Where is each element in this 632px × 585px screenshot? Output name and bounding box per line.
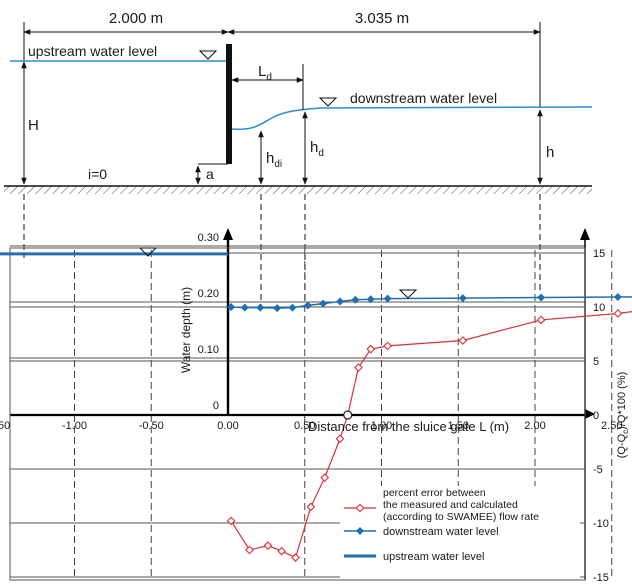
downstream-water-symbol: [318, 97, 338, 107]
dim-upstream-label: 2.000 m: [109, 10, 163, 27]
chart-downstream-water-symbol: [398, 289, 418, 299]
x-tick-label: -1.00: [62, 420, 87, 432]
percent-error-data-point: [366, 344, 376, 354]
downstream-data-point: [240, 303, 249, 312]
downstream-water-surface: [231, 106, 593, 131]
percent-error-data-point: [320, 473, 330, 483]
y-right-tick-label: 10: [593, 302, 605, 314]
x-tick-label: 0.50: [294, 420, 315, 432]
ground-hatch: [4, 186, 592, 194]
downstream-data-point: [537, 293, 546, 302]
percent-error-data-point: [291, 553, 300, 562]
x-tick-label: 2.50: [601, 420, 622, 432]
plot-frame: [9, 247, 586, 581]
downstream-level-label: downstream water level: [350, 90, 497, 106]
dim-downstream-label: 3.035 m: [355, 10, 409, 27]
upstream-water-symbol: [198, 50, 218, 60]
hdi-label: hdi: [266, 150, 282, 170]
x-axis-arrow: [585, 409, 595, 419]
sluice-gate: [226, 44, 232, 164]
percent-error-data-point: [383, 341, 393, 351]
y-left-tick-label: 0.30: [198, 232, 219, 244]
downstream-data-point: [336, 297, 345, 306]
downstream-data-point: [383, 294, 392, 303]
chart-series: [0, 247, 632, 562]
percent-error-data-point: [226, 516, 236, 526]
legend-downstream-marker: [356, 527, 364, 535]
y-right-tick-label: -10: [593, 518, 609, 530]
legend-background: [340, 486, 580, 578]
h-label: h: [546, 144, 554, 161]
x-tick-label: -0.50: [139, 420, 164, 432]
y-axis-right-label: (Q-Qc)/Q*100 (%): [616, 372, 630, 459]
y-right-tick-label: -15: [593, 572, 609, 584]
percent-error-data-point: [613, 309, 623, 318]
legend-upstream-label: upstream water level: [383, 551, 485, 563]
legend-error-label: percent error between: [383, 487, 486, 499]
y-left-tick-label: 0.10: [198, 344, 219, 356]
percent-error-data-point: [277, 546, 287, 556]
y-axis-left-arrow: [223, 228, 233, 240]
downstream-data-point: [273, 304, 282, 313]
legend-error-label: the measured and calculated: [383, 499, 518, 511]
x-axis-label: Distance from the sluice gate L (m): [308, 419, 509, 434]
percent-error-line: [230, 311, 632, 559]
downstream-data-point: [227, 303, 236, 312]
legend-downstream-label: downstream water level: [383, 526, 499, 538]
y-left-tick-label: 0.20: [198, 288, 219, 300]
legend-error-marker: [355, 503, 365, 513]
y-right-tick-label: -5: [593, 464, 603, 476]
downstream-data-point: [613, 292, 622, 301]
percent-error-data-point: [354, 363, 363, 372]
H-label: H: [28, 117, 39, 134]
schematic: 2.000 m 3.035 m upstream water level dow…: [4, 10, 593, 308]
chart-ticks: -2.00-1.50-1.00-0.500.000.501.001.502.00…: [0, 232, 622, 584]
x-tick-label: 2.00: [524, 420, 545, 432]
y-right-tick-label: 15: [593, 248, 605, 260]
x-tick-label: 1.00: [371, 420, 392, 432]
x-tick-label: 1.50: [448, 420, 469, 432]
downstream-data-point: [256, 303, 265, 312]
downstream-data-point: [458, 294, 467, 303]
chart: -2.00-1.50-1.00-0.500.000.501.001.502.00…: [0, 228, 632, 584]
percent-error-data-point: [306, 502, 316, 512]
downstream-data-point: [351, 295, 360, 304]
percent-error-data-point: [335, 434, 345, 444]
x-tick-label: 0.00: [217, 420, 238, 432]
y-right-tick-label: 0: [593, 410, 599, 422]
y-axis-right-arrow: [580, 228, 590, 240]
upstream-level-label: upstream water level: [28, 43, 157, 59]
y-left-tick-label: 0: [213, 400, 219, 412]
hd-label: hd: [310, 139, 324, 159]
percent-error-data-point: [458, 336, 468, 345]
percent-error-data-point: [536, 315, 546, 325]
downstream-data-point: [303, 301, 312, 310]
chart-axes: [9, 228, 595, 581]
percent-error-data-point: [263, 541, 273, 551]
downstream-data-point: [288, 303, 297, 312]
percent-error-zero-point: [343, 410, 353, 420]
percent-error-data-point: [245, 545, 254, 555]
y-right-tick-label: 5: [593, 356, 599, 368]
x-tick-label: -1.50: [0, 420, 10, 432]
legend-error-label: (according to SWAMEE) flow rate: [383, 511, 539, 523]
chart-upstream-water-symbol: [138, 247, 158, 257]
downstream-data-point: [319, 299, 328, 308]
Ld-label: Ld: [258, 63, 272, 83]
a-label: a: [206, 166, 214, 182]
downstream-data-point: [366, 295, 375, 304]
y-axis-left-label: Water depth (m): [179, 287, 193, 373]
slope-label: i=0: [88, 166, 107, 182]
